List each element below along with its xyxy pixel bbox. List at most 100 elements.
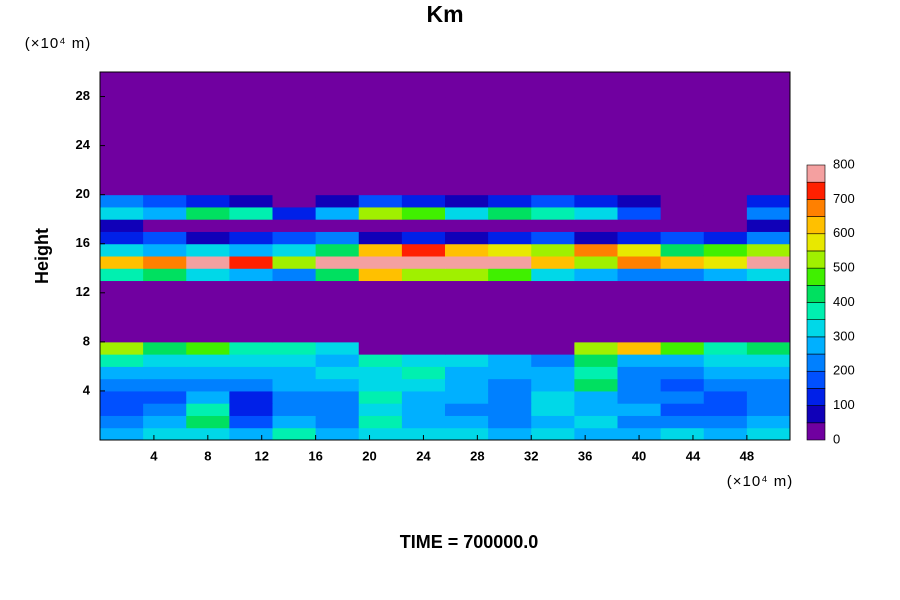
cell	[143, 170, 187, 183]
cell	[315, 292, 360, 306]
cell	[574, 280, 618, 294]
cell	[746, 256, 791, 269]
cell	[617, 305, 662, 318]
cell	[229, 378, 273, 392]
cell	[488, 243, 532, 257]
cell	[272, 219, 317, 232]
cell	[445, 378, 489, 392]
cell	[660, 378, 705, 392]
cell	[617, 206, 662, 220]
cell	[488, 145, 532, 159]
cell	[617, 378, 662, 392]
cell	[746, 145, 791, 159]
cell	[186, 317, 230, 331]
cell	[229, 108, 273, 122]
cell	[358, 292, 403, 306]
cell	[229, 145, 273, 159]
colorbar-box	[806, 336, 826, 355]
cell	[617, 256, 662, 269]
cell	[100, 305, 144, 318]
cell	[315, 354, 360, 367]
cell	[488, 268, 532, 282]
cell	[617, 219, 662, 232]
cell	[143, 354, 187, 367]
cell	[272, 206, 317, 220]
cell	[488, 194, 532, 208]
colorbar-box	[806, 405, 826, 424]
colorbar-label: 300	[833, 328, 855, 343]
cell	[143, 329, 187, 343]
cell	[531, 84, 575, 98]
cell	[401, 317, 446, 331]
colorbar-label: 200	[833, 363, 855, 378]
cell	[746, 317, 791, 331]
plot-frame	[99, 71, 791, 441]
cell	[229, 305, 273, 318]
cell	[186, 341, 230, 355]
cell	[229, 170, 273, 183]
cell	[100, 170, 144, 183]
cell	[703, 219, 748, 232]
colorbar-box	[806, 181, 826, 200]
cell	[229, 133, 273, 147]
cell	[100, 341, 144, 355]
cell	[143, 305, 187, 318]
cell	[746, 341, 791, 355]
cell	[401, 145, 446, 159]
cell	[574, 182, 618, 196]
cell	[660, 292, 705, 306]
cell	[703, 121, 748, 134]
cell	[358, 170, 403, 183]
cell	[143, 415, 187, 429]
cell	[186, 170, 230, 183]
cell	[358, 268, 403, 282]
cell	[229, 157, 273, 171]
cell	[746, 280, 791, 294]
cell	[401, 96, 446, 110]
cell	[703, 182, 748, 196]
cell	[617, 133, 662, 147]
cell	[617, 268, 662, 282]
cell	[272, 256, 317, 269]
cell	[531, 280, 575, 294]
cell	[617, 280, 662, 294]
cell	[229, 403, 273, 416]
cell	[574, 403, 618, 416]
cell	[358, 231, 403, 245]
cell	[143, 427, 187, 441]
cell	[272, 427, 317, 441]
cell	[617, 182, 662, 196]
cell	[100, 108, 144, 122]
cell	[660, 182, 705, 196]
cell	[186, 256, 230, 269]
cell	[272, 403, 317, 416]
cell	[445, 403, 489, 416]
cell	[401, 170, 446, 183]
cell	[100, 280, 144, 294]
cell	[617, 96, 662, 110]
cell	[531, 268, 575, 282]
cell	[272, 378, 317, 392]
cell	[315, 243, 360, 257]
cell	[746, 182, 791, 196]
cell	[229, 182, 273, 196]
cell	[272, 243, 317, 257]
cell	[703, 157, 748, 171]
cell	[574, 84, 618, 98]
cell	[143, 72, 187, 85]
cell	[531, 206, 575, 220]
cell	[100, 231, 144, 245]
cell	[703, 341, 748, 355]
cell	[401, 133, 446, 147]
cell	[143, 403, 187, 416]
cell	[358, 341, 403, 355]
cell	[574, 378, 618, 392]
colorbar-box	[806, 422, 826, 441]
cell	[488, 108, 532, 122]
cell	[703, 145, 748, 159]
cell	[186, 206, 230, 220]
cell	[746, 354, 791, 367]
cell	[445, 231, 489, 245]
cell	[100, 182, 144, 196]
cell	[746, 170, 791, 183]
